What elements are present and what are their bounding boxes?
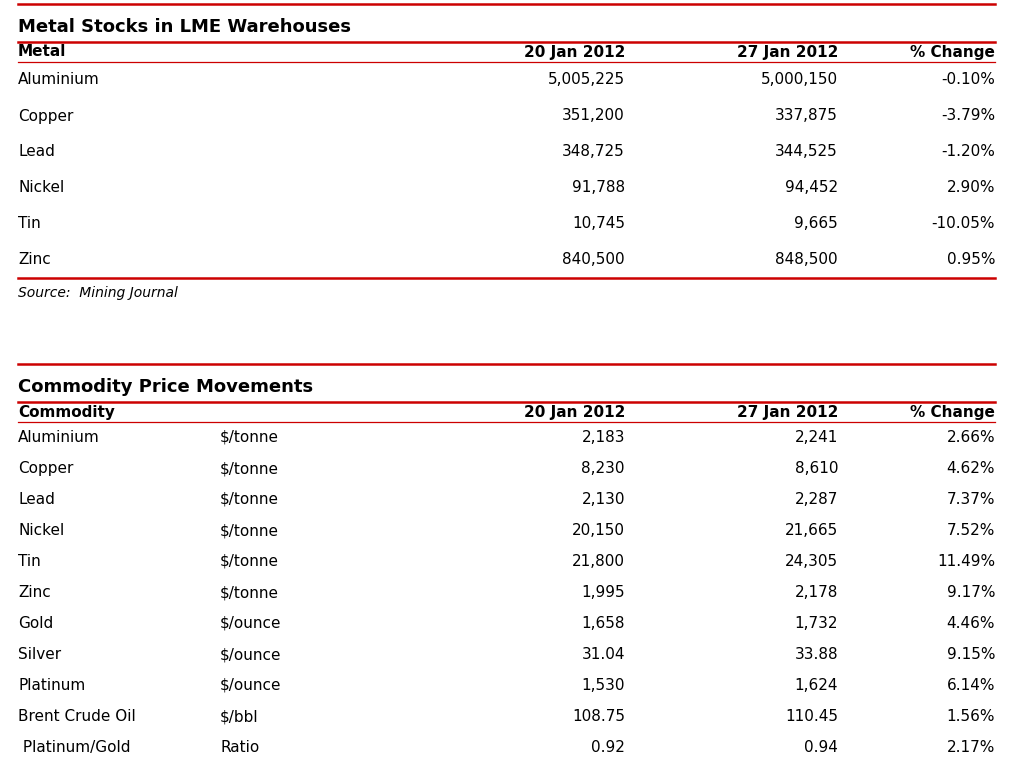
- Text: 110.45: 110.45: [785, 709, 838, 724]
- Text: Platinum/Gold: Platinum/Gold: [18, 740, 130, 755]
- Text: 2,130: 2,130: [582, 492, 625, 507]
- Text: -1.20%: -1.20%: [941, 144, 995, 160]
- Text: 7.37%: 7.37%: [946, 492, 995, 507]
- Text: 337,875: 337,875: [775, 109, 838, 123]
- Text: Metal: Metal: [18, 45, 67, 59]
- Text: 4.46%: 4.46%: [946, 616, 995, 631]
- Text: 11.49%: 11.49%: [937, 554, 995, 569]
- Text: 2.17%: 2.17%: [946, 740, 995, 755]
- Text: 91,788: 91,788: [571, 181, 625, 195]
- Text: 20,150: 20,150: [572, 523, 625, 538]
- Text: 2,183: 2,183: [582, 430, 625, 445]
- Text: $/tonne: $/tonne: [220, 523, 279, 538]
- Text: 8,230: 8,230: [582, 461, 625, 476]
- Text: 9,665: 9,665: [795, 217, 838, 232]
- Text: 351,200: 351,200: [562, 109, 625, 123]
- Text: 4.62%: 4.62%: [946, 461, 995, 476]
- Text: 2.90%: 2.90%: [946, 181, 995, 195]
- Text: % Change: % Change: [910, 45, 995, 59]
- Text: 21,665: 21,665: [784, 523, 838, 538]
- Text: 108.75: 108.75: [572, 709, 625, 724]
- Text: % Change: % Change: [910, 404, 995, 420]
- Text: Aluminium: Aluminium: [18, 430, 99, 445]
- Text: Silver: Silver: [18, 647, 61, 662]
- Text: 1,624: 1,624: [795, 678, 838, 693]
- Text: Lead: Lead: [18, 492, 55, 507]
- Text: $/tonne: $/tonne: [220, 461, 279, 476]
- Text: Ratio: Ratio: [220, 740, 259, 755]
- Text: $/tonne: $/tonne: [220, 585, 279, 600]
- Text: 2,241: 2,241: [795, 430, 838, 445]
- Text: Tin: Tin: [18, 554, 41, 569]
- Text: 8,610: 8,610: [795, 461, 838, 476]
- Text: 2,178: 2,178: [795, 585, 838, 600]
- Text: 6.14%: 6.14%: [946, 678, 995, 693]
- Text: 94,452: 94,452: [784, 181, 838, 195]
- Text: Zinc: Zinc: [18, 585, 51, 600]
- Text: -0.10%: -0.10%: [941, 72, 995, 87]
- Text: $/bbl: $/bbl: [220, 709, 259, 724]
- Text: 20 Jan 2012: 20 Jan 2012: [523, 404, 625, 420]
- Text: 31.04: 31.04: [582, 647, 625, 662]
- Text: 1,732: 1,732: [795, 616, 838, 631]
- Text: 2.66%: 2.66%: [946, 430, 995, 445]
- Text: 1,530: 1,530: [582, 678, 625, 693]
- Text: Platinum: Platinum: [18, 678, 85, 693]
- Text: $/ounce: $/ounce: [220, 647, 282, 662]
- Text: 5,000,150: 5,000,150: [761, 72, 838, 87]
- Text: $/tonne: $/tonne: [220, 430, 279, 445]
- Text: 27 Jan 2012: 27 Jan 2012: [736, 45, 838, 59]
- Text: 848,500: 848,500: [775, 252, 838, 268]
- Text: Commodity: Commodity: [18, 404, 115, 420]
- Text: 9.17%: 9.17%: [946, 585, 995, 600]
- Text: 840,500: 840,500: [562, 252, 625, 268]
- Text: Nickel: Nickel: [18, 523, 65, 538]
- Text: 0.92: 0.92: [591, 740, 625, 755]
- Text: -10.05%: -10.05%: [932, 217, 995, 232]
- Text: Brent Crude Oil: Brent Crude Oil: [18, 709, 136, 724]
- Text: 2,287: 2,287: [795, 492, 838, 507]
- Text: $/ounce: $/ounce: [220, 678, 282, 693]
- Text: 1.56%: 1.56%: [946, 709, 995, 724]
- Text: 0.94: 0.94: [804, 740, 838, 755]
- Text: 24,305: 24,305: [784, 554, 838, 569]
- Text: Metal Stocks in LME Warehouses: Metal Stocks in LME Warehouses: [18, 18, 351, 36]
- Text: 33.88: 33.88: [795, 647, 838, 662]
- Text: 1,658: 1,658: [582, 616, 625, 631]
- Text: 21,800: 21,800: [572, 554, 625, 569]
- Text: Tin: Tin: [18, 217, 41, 232]
- Text: 5,005,225: 5,005,225: [548, 72, 625, 87]
- Text: 27 Jan 2012: 27 Jan 2012: [736, 404, 838, 420]
- Text: $/ounce: $/ounce: [220, 616, 282, 631]
- Text: 9.15%: 9.15%: [946, 647, 995, 662]
- Text: $/tonne: $/tonne: [220, 492, 279, 507]
- Text: Lead: Lead: [18, 144, 55, 160]
- Text: Copper: Copper: [18, 461, 74, 476]
- Text: Nickel: Nickel: [18, 181, 65, 195]
- Text: 0.95%: 0.95%: [946, 252, 995, 268]
- Text: Aluminium: Aluminium: [18, 72, 99, 87]
- Text: 10,745: 10,745: [572, 217, 625, 232]
- Text: 7.52%: 7.52%: [946, 523, 995, 538]
- Text: $/tonne: $/tonne: [220, 554, 279, 569]
- Text: 20 Jan 2012: 20 Jan 2012: [523, 45, 625, 59]
- Text: Copper: Copper: [18, 109, 74, 123]
- Text: -3.79%: -3.79%: [941, 109, 995, 123]
- Text: Source:  Mining Journal: Source: Mining Journal: [18, 286, 178, 300]
- Text: 348,725: 348,725: [562, 144, 625, 160]
- Text: 344,525: 344,525: [775, 144, 838, 160]
- Text: 1,995: 1,995: [582, 585, 625, 600]
- Text: Gold: Gold: [18, 616, 53, 631]
- Text: Zinc: Zinc: [18, 252, 51, 268]
- Text: Commodity Price Movements: Commodity Price Movements: [18, 378, 313, 396]
